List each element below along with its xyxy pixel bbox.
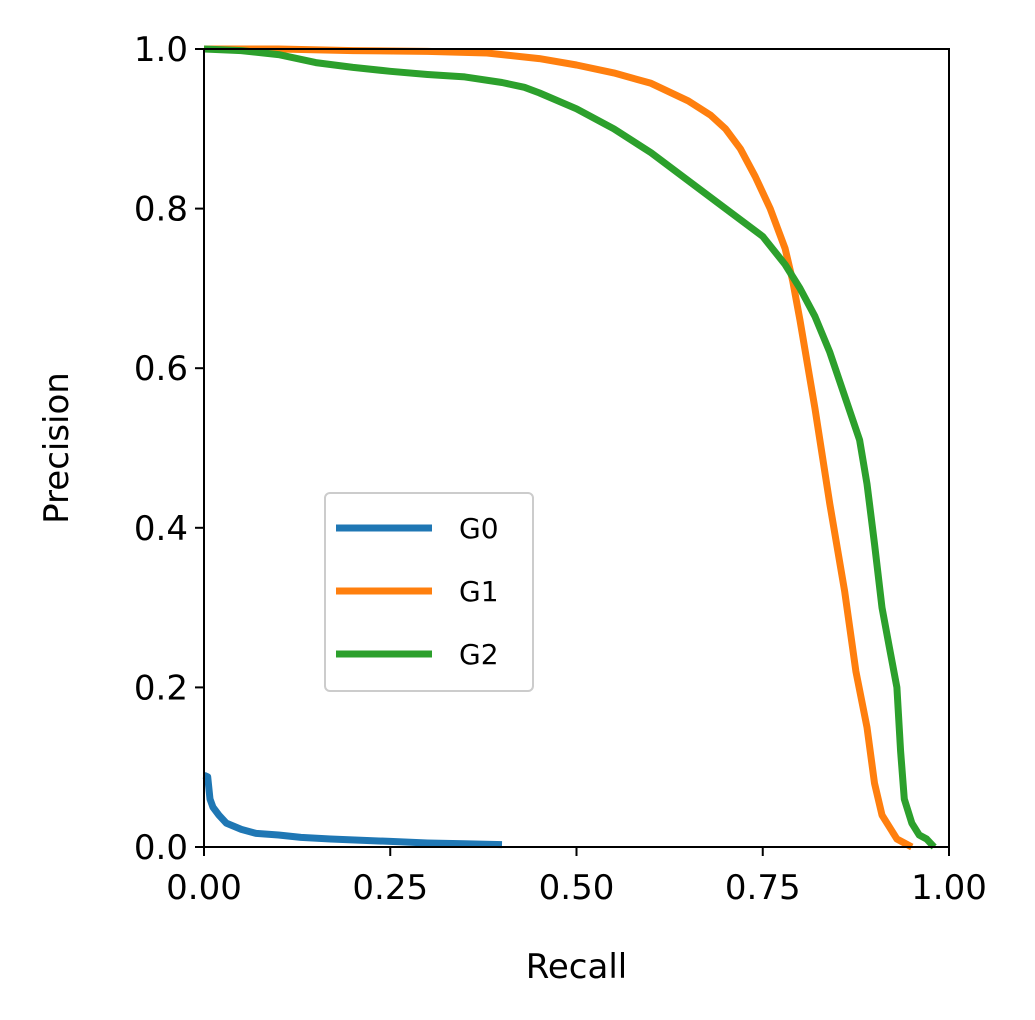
y-tick-label: 0.2 [134, 668, 188, 708]
y-axis-label: Precision [37, 372, 77, 524]
y-tick-label: 0.4 [134, 509, 188, 549]
x-tick-label: 0.75 [725, 868, 801, 908]
y-tick-label: 1.0 [134, 30, 188, 70]
series-layer [202, 45, 937, 851]
y-tick-label: 0.0 [134, 828, 188, 868]
x-tick-label: 0.00 [166, 868, 242, 908]
ticks-layer: 0.00 0.25 0.50 0.75 1.00 0.0 0.2 0.4 0.6 0.8 1.0 [134, 30, 987, 908]
x-axis-label: Recall [526, 947, 627, 987]
series-line-g2 [203, 45, 937, 850]
series-line-g0 [202, 771, 503, 849]
x-tick-label: 0.50 [539, 868, 615, 908]
legend: G0 G1 G2 [324, 492, 534, 692]
y-tick-label: 0.6 [134, 349, 188, 389]
legend-label-g2: G2 [459, 638, 499, 671]
x-tick-label: 1.00 [911, 868, 987, 908]
x-tick-label: 0.25 [352, 868, 428, 908]
y-tick-label: 0.8 [134, 190, 188, 230]
legend-label-g0: G0 [459, 512, 499, 545]
plot-frame [203, 48, 950, 848]
series-line-g1 [204, 45, 914, 851]
legend-label-g1: G1 [459, 575, 499, 608]
